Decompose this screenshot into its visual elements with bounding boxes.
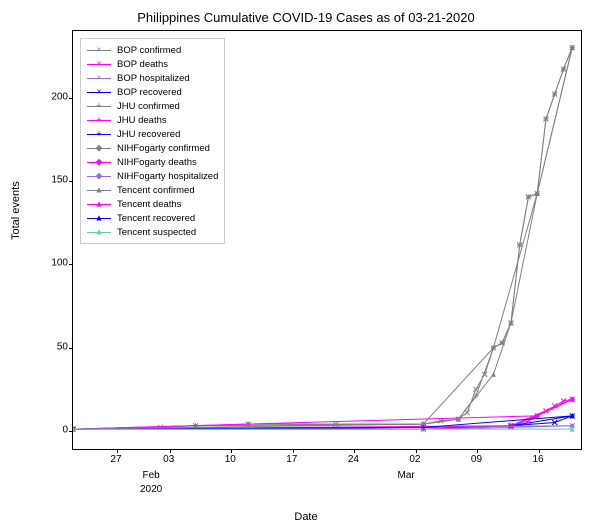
legend-item: ◆NIHFogarty hospitalized (87, 169, 218, 183)
y-axis-label: Total events (10, 181, 22, 240)
x-tick-label: 10 (225, 454, 236, 465)
legend-label: JHU confirmed (117, 101, 180, 112)
legend-label: NIHFogarty deaths (117, 157, 197, 168)
x-tick-label: 27 (110, 454, 121, 465)
legend-label: Tencent deaths (117, 199, 181, 210)
legend-label: BOP confirmed (117, 45, 181, 56)
y-tick-label: 150 (51, 175, 68, 186)
x-tick-label: 24 (348, 454, 359, 465)
legend-item: ▲Tencent confirmed (87, 183, 218, 197)
legend-item: +JHU deaths (87, 113, 218, 127)
legend-label: JHU recovered (117, 129, 180, 140)
legend-item: ×BOP confirmed (87, 43, 218, 57)
legend-item: ×BOP hospitalized (87, 71, 218, 85)
x-tick-label: 17 (286, 454, 297, 465)
y-tick-label: 50 (57, 341, 68, 352)
legend-label: BOP deaths (117, 59, 168, 70)
legend-item: ▲Tencent suspected (87, 225, 218, 239)
legend-label: NIHFogarty hospitalized (117, 171, 218, 182)
legend-item: +JHU confirmed (87, 99, 218, 113)
x-tick-label: 16 (532, 454, 543, 465)
legend-item: ◆NIHFogarty confirmed (87, 141, 218, 155)
legend-label: JHU deaths (117, 115, 167, 126)
x-axis-label: Date (0, 511, 612, 523)
y-tick-label: 200 (51, 91, 68, 102)
legend-item: ▲Tencent deaths (87, 197, 218, 211)
legend-item: ◆NIHFogarty deaths (87, 155, 218, 169)
x-tick-label: 03 (163, 454, 174, 465)
legend: ×BOP confirmed×BOP deaths×BOP hospitaliz… (80, 38, 225, 244)
legend-item: ×BOP recovered (87, 85, 218, 99)
legend-item: ▲Tencent recovered (87, 211, 218, 225)
legend-item: +JHU recovered (87, 127, 218, 141)
legend-label: Tencent confirmed (117, 185, 195, 196)
x-tick-month: Mar (398, 470, 415, 481)
y-tick-label: 100 (51, 258, 68, 269)
x-tick-label: 02 (409, 454, 420, 465)
chart-title: Philippines Cumulative COVID-19 Cases as… (0, 10, 612, 25)
legend-label: BOP hospitalized (117, 73, 190, 84)
x-tick-month: Feb (143, 470, 160, 481)
x-tick-year: 2020 (140, 484, 162, 495)
legend-label: BOP recovered (117, 87, 182, 98)
legend-label: NIHFogarty confirmed (117, 143, 210, 154)
y-tick-label: 0 (62, 425, 68, 436)
legend-label: Tencent recovered (117, 213, 195, 224)
legend-label: Tencent suspected (117, 227, 196, 238)
x-tick-label: 09 (471, 454, 482, 465)
legend-item: ×BOP deaths (87, 57, 218, 71)
chart-container: Philippines Cumulative COVID-19 Cases as… (0, 0, 612, 531)
